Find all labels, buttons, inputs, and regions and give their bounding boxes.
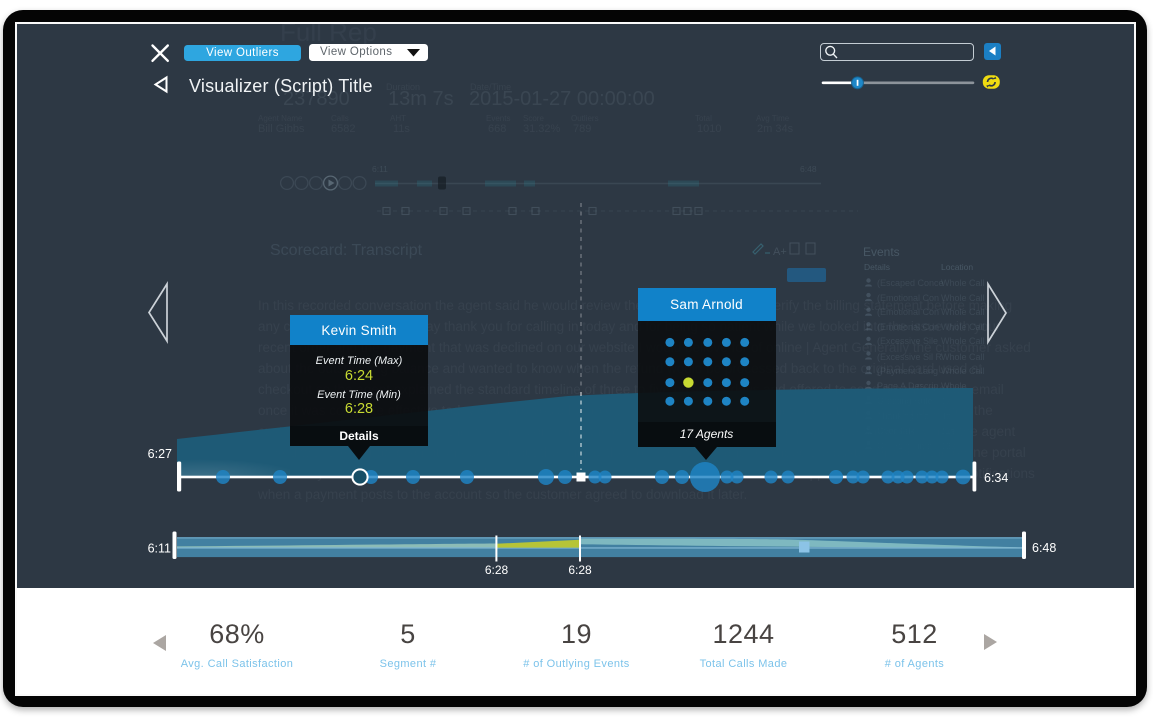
- svg-text:6:48: 6:48: [1032, 541, 1056, 555]
- svg-text:6:11: 6:11: [372, 164, 388, 174]
- svg-text:A+: A+: [773, 246, 787, 258]
- svg-text:6:48: 6:48: [800, 164, 817, 174]
- svg-text:6:28: 6:28: [485, 563, 509, 577]
- svg-text:6:28: 6:28: [568, 563, 592, 577]
- svg-text:6:11: 6:11: [148, 542, 171, 556]
- svg-text:6:27: 6:27: [148, 447, 172, 461]
- svg-text:6:34: 6:34: [984, 471, 1008, 485]
